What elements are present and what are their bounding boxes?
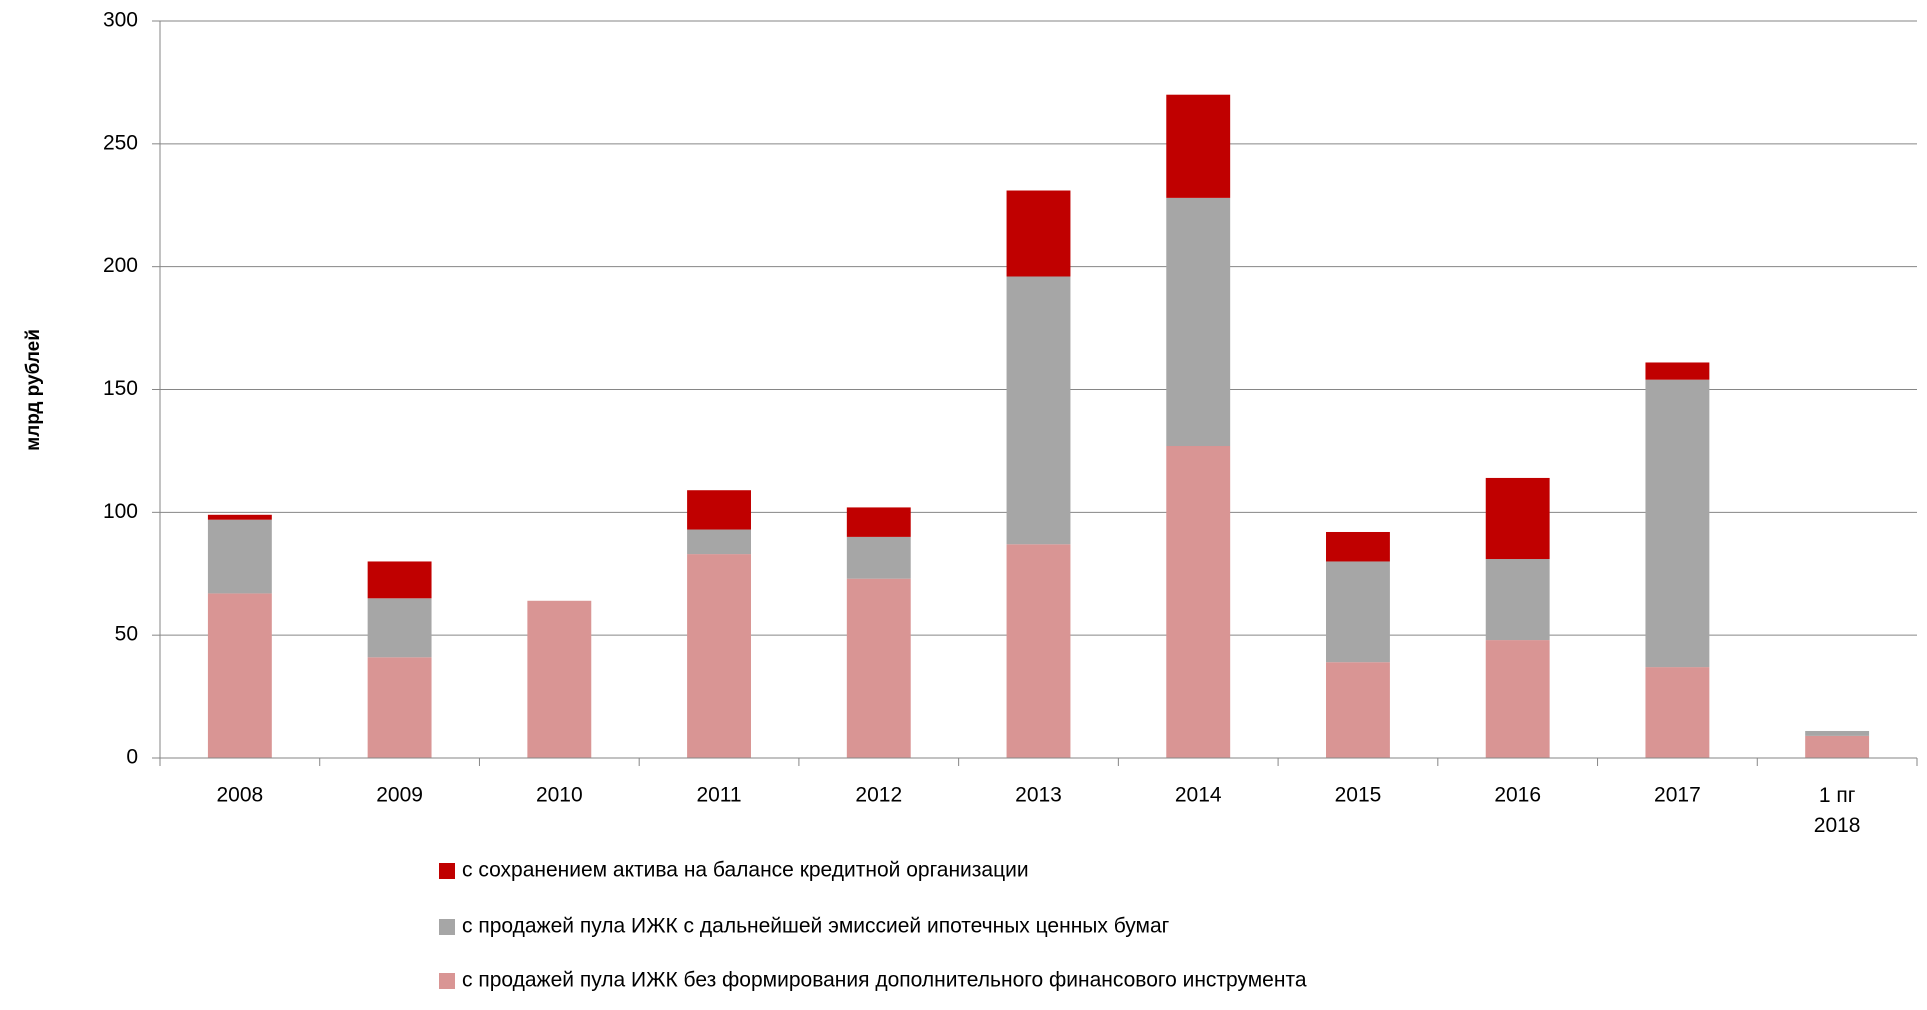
x-tick-label: 2009 — [376, 784, 423, 807]
x-tick-label: 2012 — [855, 784, 902, 807]
legend-label: с продажей пула ИЖК без формирования доп… — [462, 969, 1307, 992]
x-tick-label: 2015 — [1335, 784, 1382, 807]
bar-segment — [1166, 446, 1231, 758]
bar-segment — [1805, 735, 1870, 758]
bar-segment — [846, 536, 911, 579]
bar-segment — [1645, 362, 1710, 380]
bar-segment — [1326, 531, 1390, 562]
y-axis-label: млрд рублей — [23, 329, 44, 451]
x-tick-label: 2016 — [1494, 784, 1541, 807]
legend-label: с сохранением актива на балансе кредитно… — [462, 859, 1029, 882]
y-tick-label: 200 — [103, 254, 138, 277]
bar-segment — [687, 490, 751, 530]
legend-swatch — [439, 919, 455, 935]
bar-segment — [687, 554, 751, 758]
bar-segment — [1006, 276, 1071, 545]
bar-segment — [1326, 662, 1390, 758]
bar-segment — [1805, 730, 1870, 736]
legend-label: с продажей пула ИЖК с дальнейшей эмиссие… — [462, 915, 1170, 938]
bar-segment — [527, 600, 592, 758]
x-tick-label: 2008 — [217, 784, 264, 807]
y-tick-label: 50 — [115, 623, 138, 646]
bar-segment — [1485, 640, 1550, 758]
legend-swatch — [439, 973, 455, 989]
x-tick-label: 1 пг 2018 — [1814, 784, 1861, 837]
bar-segment — [1645, 379, 1710, 668]
bar-segment — [207, 519, 272, 594]
bar-segment — [207, 514, 272, 520]
bar-segment — [367, 598, 432, 658]
bar-segment — [1645, 667, 1710, 758]
y-tick-label: 300 — [103, 9, 138, 32]
x-tick-label: 2011 — [696, 784, 741, 807]
bar-segment — [1485, 477, 1550, 560]
bar-segment — [1166, 197, 1231, 447]
bar-segment — [1166, 94, 1231, 198]
y-tick-label: 150 — [103, 377, 138, 400]
bar-segment — [846, 507, 911, 537]
bar-segment — [687, 529, 751, 555]
bar-segment — [1326, 561, 1390, 663]
x-tick-label: 2014 — [1175, 784, 1222, 807]
y-tick-label: 250 — [103, 131, 138, 154]
legend-swatch — [439, 863, 455, 879]
bar-segment — [367, 561, 432, 599]
bar-segment — [207, 593, 272, 758]
x-tick-label: 2010 — [536, 784, 583, 807]
bar-segment — [367, 657, 432, 758]
x-tick-label: 2013 — [1015, 784, 1062, 807]
bar-segment — [1485, 559, 1550, 641]
y-tick-label: 100 — [103, 500, 138, 523]
y-tick-label: 0 — [126, 746, 138, 769]
x-tick-label: 2017 — [1654, 784, 1701, 807]
bar-segment — [846, 578, 911, 758]
bar-segment — [1006, 190, 1071, 277]
bar-segment — [1006, 544, 1071, 758]
